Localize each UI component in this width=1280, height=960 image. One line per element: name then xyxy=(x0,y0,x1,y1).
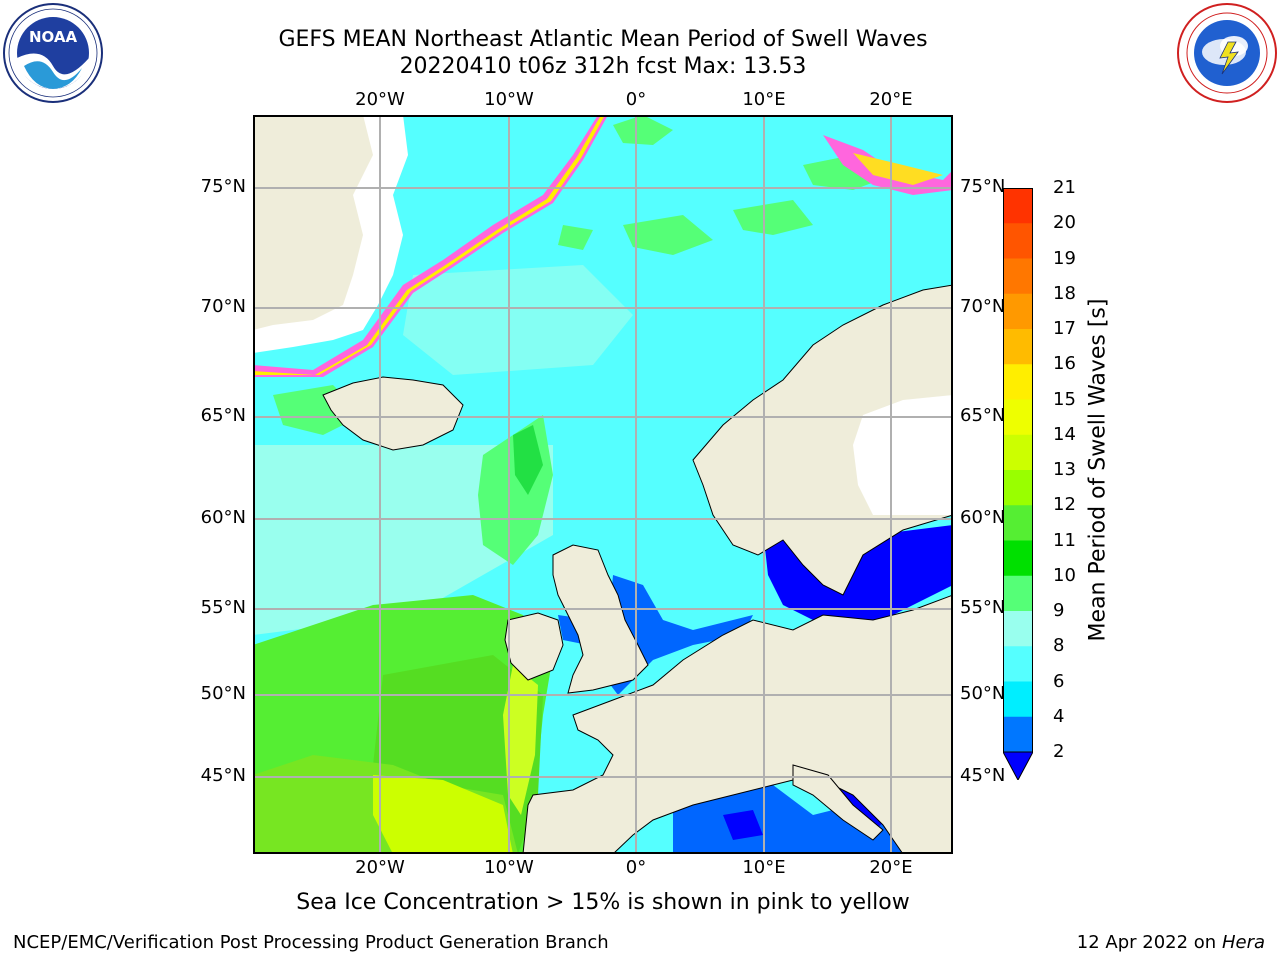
colorbar-band xyxy=(1003,716,1033,753)
colorbar-band xyxy=(1003,293,1033,330)
lat-label: 60°N xyxy=(200,507,246,528)
colorbar-band xyxy=(1003,258,1033,295)
footer-date: 12 Apr 2022 on Hera xyxy=(1077,932,1265,953)
sea-ice-note: Sea Ice Concentration > 15% is shown in … xyxy=(296,890,910,915)
lat-label-right: 65°N xyxy=(960,405,1006,426)
footer-date-text: 12 Apr 2022 on xyxy=(1076,932,1222,953)
colorbar-band xyxy=(1003,399,1033,436)
lat-label: 55°N xyxy=(200,597,246,618)
colorbar-tick-label: 8 xyxy=(1053,635,1065,657)
colorbar-tick-label: 19 xyxy=(1053,247,1076,269)
lon-label-top: 20°W xyxy=(355,89,405,110)
footer-branch: NCEP/EMC/Verification Post Processing Pr… xyxy=(13,932,609,953)
colorbar-tick-label: 14 xyxy=(1053,423,1076,445)
colorbar-tick-label: 18 xyxy=(1053,282,1076,304)
lat-label: 75°N xyxy=(200,176,246,197)
colorbar-tick-label: 17 xyxy=(1053,318,1076,339)
lon-label-top: 10°E xyxy=(742,89,786,110)
lat-label-right: 60°N xyxy=(960,507,1006,528)
colorbar-band xyxy=(1003,505,1033,541)
colorbar-tick-label: 11 xyxy=(1053,529,1076,551)
colorbar-band xyxy=(1003,329,1033,365)
lat-label: 50°N xyxy=(200,683,246,704)
lon-label-bottom: 0° xyxy=(625,857,647,878)
lon-label-bottom: 10°E xyxy=(742,857,786,878)
lon-label-top: 20°E xyxy=(869,89,913,110)
colorbar-band xyxy=(1003,646,1033,682)
lat-label-right: 45°N xyxy=(960,765,1006,786)
footer-machine: Hera xyxy=(1221,932,1265,953)
lon-label-bottom: 20°W xyxy=(355,857,405,878)
colorbar-band xyxy=(1003,540,1033,577)
colorbar-tick-label: 13 xyxy=(1053,459,1076,480)
colorbar-title: Mean Period of Swell Waves [s] xyxy=(1085,298,1111,642)
colorbar xyxy=(1003,188,1033,780)
lat-label-right: 50°N xyxy=(960,683,1006,704)
lat-label-right: 75°N xyxy=(960,176,1006,197)
colorbar-band xyxy=(1003,223,1033,259)
colorbar-tick-label: 4 xyxy=(1053,705,1065,727)
svg-text:NOAA: NOAA xyxy=(29,28,78,46)
colorbar-band xyxy=(1003,188,1033,224)
lat-label-right: 70°N xyxy=(960,296,1006,317)
colorbar-tick-label: 12 xyxy=(1053,494,1076,516)
noaa-logo-icon: NOAA xyxy=(3,3,103,103)
lat-label: 65°N xyxy=(200,405,246,426)
colorbar-band xyxy=(1003,611,1033,647)
colorbar-tick-label: 2 xyxy=(1053,741,1065,762)
colorbar-band xyxy=(1003,364,1033,400)
lat-label: 45°N xyxy=(200,765,246,786)
lat-label-right: 55°N xyxy=(960,597,1006,618)
colorbar-tick-label: 10 xyxy=(1053,564,1076,586)
colorbar-tick-label: 16 xyxy=(1053,353,1076,375)
colorbar-band xyxy=(1003,575,1033,612)
colorbar-tick-label: 21 xyxy=(1053,177,1076,198)
colorbar-tick-label: 9 xyxy=(1053,600,1065,621)
nws-logo-icon xyxy=(1177,3,1277,103)
colorbar-band xyxy=(1003,470,1033,506)
colorbar-tick-label: 15 xyxy=(1053,388,1076,410)
colorbar-band xyxy=(1003,681,1033,718)
lon-label-top: 0° xyxy=(625,89,647,110)
map-title-line2: 20220410 t06z 312h fcst Max: 13.53 xyxy=(399,54,807,79)
colorbar-tick-label: 6 xyxy=(1053,670,1065,692)
swell-period-map xyxy=(253,115,953,854)
colorbar-tick-label: 20 xyxy=(1053,212,1076,234)
lon-label-bottom: 10°W xyxy=(484,857,534,878)
map-title-line1: GEFS MEAN Northeast Atlantic Mean Period… xyxy=(278,27,928,52)
lat-label: 70°N xyxy=(200,296,246,317)
colorbar-band xyxy=(1003,434,1033,471)
lon-label-top: 10°W xyxy=(484,89,534,110)
lon-label-bottom: 20°E xyxy=(869,857,913,878)
